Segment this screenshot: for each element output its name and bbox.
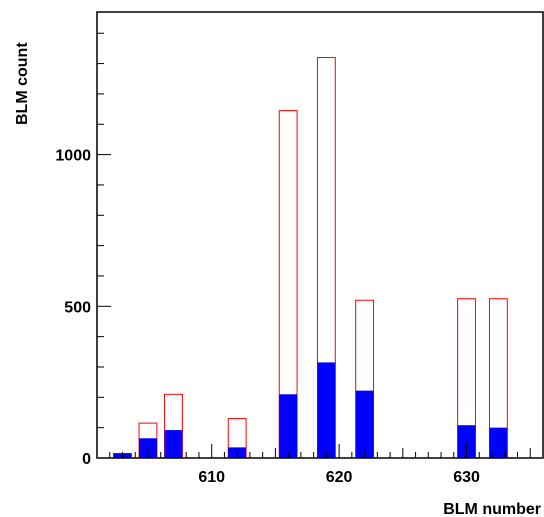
x-tick-label: 620 [326, 469, 353, 486]
filled-bar-4 [279, 394, 298, 458]
x-tick-label: 610 [198, 469, 225, 486]
filled-bar-2 [164, 430, 183, 458]
filled-bar-8 [489, 427, 508, 458]
filled-bar-5 [317, 362, 336, 458]
filled-bar-7 [457, 425, 476, 458]
x-tick-label: 630 [453, 469, 480, 486]
y-axis-label: BLM count [14, 42, 31, 125]
x-axis-label: BLM number [443, 501, 541, 517]
plot-frame [96, 11, 544, 459]
outline-bars-group [113, 57, 508, 459]
y-tick-label: 500 [64, 299, 91, 316]
y-tick-label: 1000 [55, 148, 91, 165]
filled-bars-group [113, 362, 508, 458]
filled-bar-6 [355, 390, 374, 458]
axes-group: 610 620 630 0 500 1000 [55, 32, 544, 486]
y-tick-label: 0 [82, 451, 91, 468]
